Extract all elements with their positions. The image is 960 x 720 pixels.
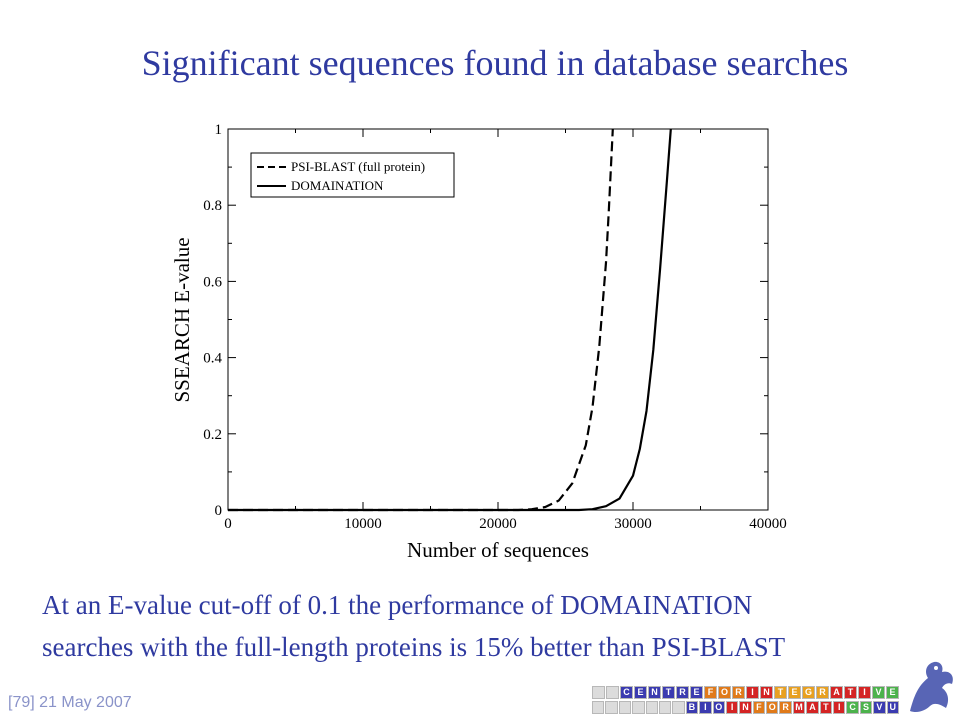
slide-footer: [79] 21 May 2007 [8,694,132,711]
logo-cell: U [886,701,899,714]
logo-cell: I [699,701,712,714]
logo-cell: N [739,701,752,714]
logo-cell: R [816,686,829,699]
caption-line-2: searches with the full-length proteins i… [42,632,786,662]
logo-cell: R [779,701,792,714]
series-line-domaination [228,128,672,512]
legend-box [250,152,455,198]
caption-line-1: At an E-value cut-off of 0.1 the perform… [42,590,753,620]
logo-cell [658,701,672,714]
logo-cell: O [718,686,731,699]
logo-cell [606,686,619,699]
logo-cell: T [662,686,675,699]
x-tick-label: 20000 [479,516,517,532]
y-tick-label: 0.4 [203,351,222,367]
y-tick-label: 0 [215,503,223,519]
griffin-emblem-icon [910,661,953,713]
logo-cell: M [792,701,806,714]
logo-cell [592,701,605,714]
logo-cell: N [760,686,773,699]
logo-cell: T [774,686,787,699]
logo-cell: V [873,701,886,714]
logo-cell: V [872,686,885,699]
y-axis-label: SSEARCH E-value [170,237,194,402]
logo-cell [645,701,658,714]
x-tick-label: 0 [224,516,232,532]
logo-cell: T [844,686,857,699]
logo-cell: C [846,701,859,714]
legend: PSI-BLAST (full protein) DOMAINATION [250,152,455,198]
y-tick-label: 1 [215,122,223,138]
y-tick-label: 0.2 [203,427,222,443]
logo-cell: A [806,701,819,714]
logo-cell: R [676,686,689,699]
x-tick-label: 10000 [344,516,382,532]
logo-cell: F [704,686,717,699]
logo-cell: O [712,701,725,714]
logo-cell: C [620,686,633,699]
logo-cell: T [819,701,833,714]
logo-cell: F [752,701,766,714]
logo-cell: G [802,686,815,699]
logo-cell: I [725,701,739,714]
logo-cell: E [886,686,899,699]
logo-cell: S [859,701,873,714]
x-tick-label: 40000 [749,516,787,532]
y-tick-label: 0.8 [203,198,222,214]
legend-label-domaination: DOMAINATION [291,178,384,193]
logo-cell: A [830,686,843,699]
logo-cell: E [788,686,801,699]
logo-cell [605,701,618,714]
legend-label-psi-blast: PSI-BLAST (full protein) [291,159,425,174]
logo-cell: I [746,686,759,699]
logo-cell: E [634,686,647,699]
logo-cell: E [690,686,703,699]
logo-cell: I [833,701,846,714]
x-tick-label: 30000 [614,516,652,532]
slide-title: Significant sequences found in database … [141,43,849,83]
logo-cell [672,701,685,714]
x-axis-label: Number of sequences [407,538,589,562]
logo-cell: R [732,686,745,699]
logo-cell: N [648,686,661,699]
logo-cell: B [685,701,699,714]
logo-cell [618,701,632,714]
logo-cell: O [766,701,779,714]
y-tick-label: 0.6 [203,274,222,290]
logo-cell [592,686,605,699]
logo-cell [632,701,645,714]
logo-cell: I [858,686,871,699]
e-value-chart: 0 10000 20000 30000 40000 0 0.2 0.4 0.6 0.8 1 Numb… [170,122,787,562]
